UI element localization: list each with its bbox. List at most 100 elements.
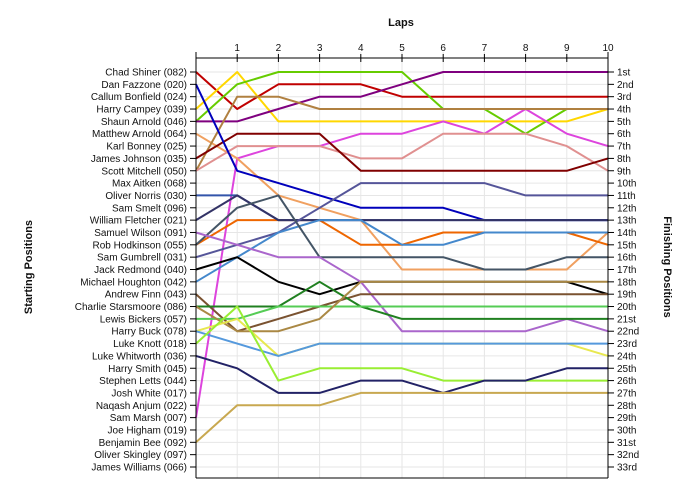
right-axis-label: Finishing Positions bbox=[661, 216, 673, 317]
finish-label: 13th bbox=[617, 216, 636, 227]
finish-label: 18th bbox=[617, 277, 636, 288]
finish-label: 16th bbox=[617, 253, 636, 264]
series-line bbox=[195, 182, 608, 259]
start-label: James Johnson (035) bbox=[91, 154, 187, 165]
start-label: Max Aitken (068) bbox=[112, 179, 187, 190]
series-line bbox=[195, 95, 608, 172]
finish-label: 31st bbox=[617, 438, 636, 449]
series-line bbox=[195, 132, 609, 172]
start-label: Callum Bonfield (024) bbox=[91, 92, 187, 103]
series-line bbox=[195, 71, 609, 123]
start-label: Benjamin Bee (092) bbox=[99, 438, 187, 449]
finish-label: 12th bbox=[617, 203, 636, 214]
finish-label: 22nd bbox=[617, 327, 639, 338]
finish-label: 20th bbox=[617, 302, 636, 313]
start-label: Dan Fazzone (020) bbox=[101, 80, 187, 91]
start-label: Sam Marsh (007) bbox=[110, 413, 187, 424]
series-line bbox=[195, 391, 608, 444]
finish-label: 30th bbox=[617, 425, 636, 436]
left-axis-label: Starting Positions bbox=[23, 220, 35, 314]
start-label: Chad Shiner (082) bbox=[105, 68, 187, 79]
x-tick-label: 5 bbox=[399, 43, 405, 54]
series-line bbox=[195, 71, 608, 135]
x-tick-label: 6 bbox=[440, 43, 446, 54]
x-tick-label: 10 bbox=[602, 43, 614, 54]
series-line bbox=[195, 194, 608, 222]
series-line bbox=[196, 280, 608, 320]
start-label: Stephen Letts (044) bbox=[99, 376, 187, 387]
start-label: Oliver Norris (030) bbox=[105, 191, 187, 202]
finish-label: 14th bbox=[617, 228, 636, 239]
series-line bbox=[195, 219, 608, 283]
start-label: Rob Hodkinson (055) bbox=[93, 240, 188, 251]
start-label: Lewis Bickers (057) bbox=[100, 314, 187, 325]
start-label: Luke Whitworth (036) bbox=[92, 351, 187, 362]
series-line bbox=[195, 231, 609, 333]
finish-label: 23rd bbox=[617, 339, 637, 350]
start-label: Charlie Starsmoore (086) bbox=[75, 302, 187, 313]
x-tick-label: 4 bbox=[358, 43, 364, 54]
x-tick-label: 9 bbox=[564, 43, 570, 54]
start-label: Joe Higham (019) bbox=[108, 425, 187, 436]
start-label: James Williams (066) bbox=[91, 463, 187, 474]
x-tick-label: 3 bbox=[317, 43, 323, 54]
series-line bbox=[196, 305, 608, 320]
x-tick-label: 8 bbox=[523, 43, 529, 54]
finish-label: 17th bbox=[617, 265, 636, 276]
start-label: Karl Bonney (025) bbox=[106, 142, 187, 153]
finish-label: 11th bbox=[617, 191, 636, 202]
series-line bbox=[195, 305, 608, 382]
start-labels: Chad Shiner (082)Dan Fazzone (020)Callum… bbox=[75, 68, 187, 474]
finish-label: 2nd bbox=[617, 80, 634, 91]
finish-label: 1st bbox=[617, 68, 631, 79]
series-lines bbox=[195, 71, 609, 444]
finish-label: 4th bbox=[617, 105, 631, 116]
x-tick-label: 2 bbox=[276, 43, 282, 54]
series-line bbox=[195, 108, 609, 418]
start-label: Sam Smelt (096) bbox=[112, 203, 187, 214]
series-line bbox=[195, 293, 608, 333]
series-line bbox=[196, 71, 608, 123]
finish-label: 8th bbox=[617, 154, 631, 165]
series-line bbox=[195, 280, 608, 333]
finish-label: 7th bbox=[617, 142, 631, 153]
finish-label: 5th bbox=[617, 117, 631, 128]
x-tick-label: 1 bbox=[234, 43, 240, 54]
start-label: Naqash Anjum (022) bbox=[96, 401, 187, 412]
finish-label: 9th bbox=[617, 166, 631, 177]
start-label: Scott Mitchell (050) bbox=[101, 166, 187, 177]
start-label: Sam Gumbrell (031) bbox=[97, 253, 187, 264]
start-label: Oliver Skingley (097) bbox=[94, 450, 187, 461]
start-label: Jack Redmond (040) bbox=[94, 265, 187, 276]
finish-label: 24th bbox=[617, 351, 636, 362]
finish-label: 29th bbox=[617, 413, 636, 424]
finish-label: 28th bbox=[617, 401, 636, 412]
axes bbox=[190, 52, 614, 479]
series-line bbox=[195, 132, 609, 172]
finish-label: 3rd bbox=[617, 92, 631, 103]
start-label: Harry Campey (039) bbox=[96, 105, 187, 116]
finish-label: 15th bbox=[617, 240, 636, 251]
start-label: William Fletcher (021) bbox=[90, 216, 187, 227]
x-tick-labels: 1 2 3 4 5 6 7 8 9 10 bbox=[234, 43, 614, 54]
finish-label: 27th bbox=[617, 388, 636, 399]
start-label: Luke Knott (018) bbox=[113, 339, 187, 350]
series-line bbox=[195, 71, 608, 110]
finish-label: 6th bbox=[617, 129, 631, 140]
finish-label: 32nd bbox=[617, 450, 639, 461]
start-label: Samuel Wilson (091) bbox=[94, 228, 187, 239]
start-label: Harry Buck (078) bbox=[111, 327, 187, 338]
finish-label: 25th bbox=[617, 364, 636, 375]
x-tick-label: 7 bbox=[482, 43, 488, 54]
start-label: Matthew Arnold (064) bbox=[92, 129, 187, 140]
start-label: Harry Smith (045) bbox=[108, 364, 187, 375]
series-line bbox=[195, 354, 608, 394]
finish-label: 10th bbox=[617, 179, 636, 190]
finish-label: 26th bbox=[617, 376, 636, 387]
finish-label: 21st bbox=[617, 314, 636, 325]
chart-title: Laps bbox=[388, 17, 414, 29]
start-label: Shaun Arnold (046) bbox=[101, 117, 187, 128]
start-label: Josh White (017) bbox=[111, 388, 187, 399]
